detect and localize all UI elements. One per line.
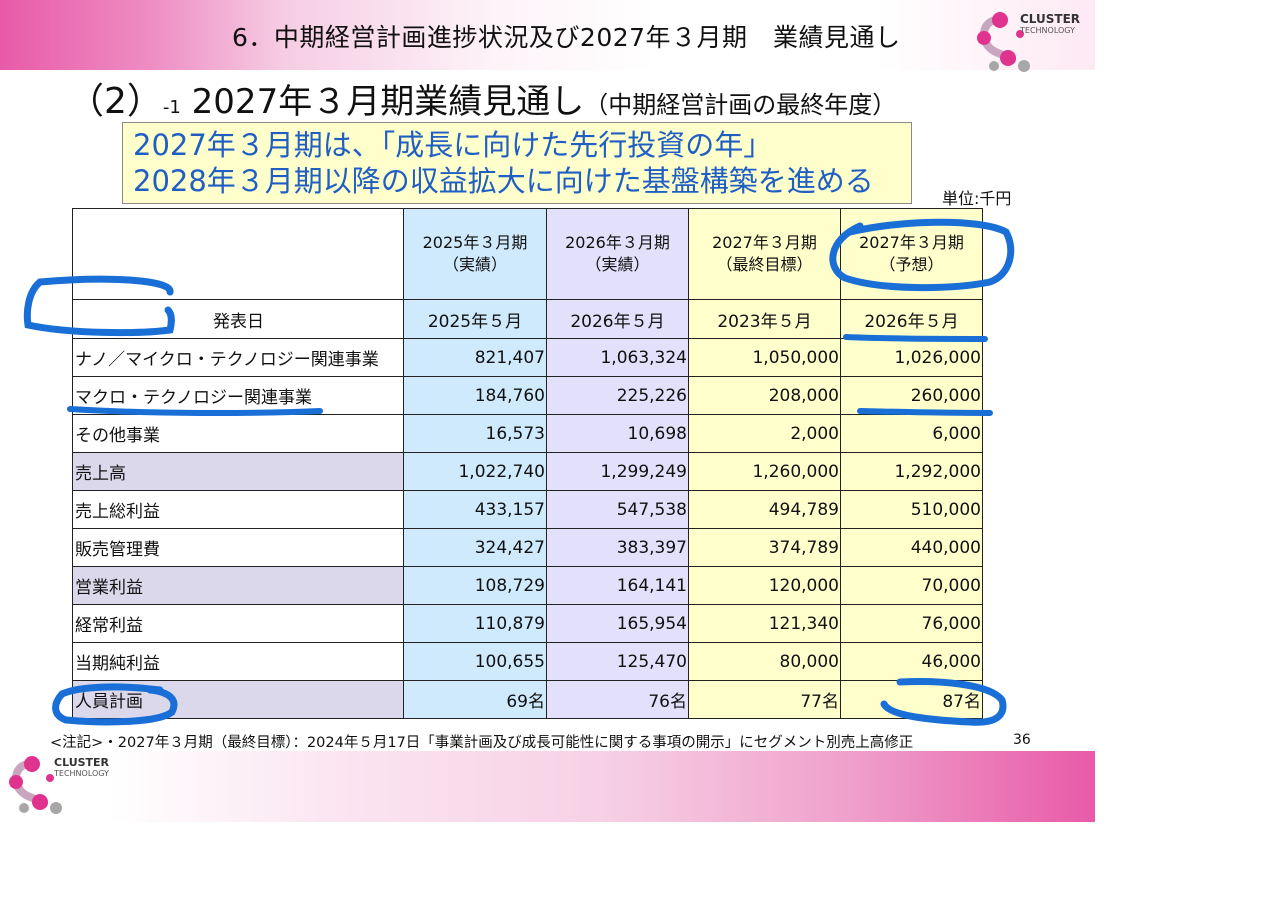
table-cell: 10,698 [546, 414, 689, 453]
table-cell: 1,299,249 [546, 452, 689, 491]
table-cell: 165,954 [546, 604, 689, 643]
table-cell: 76,000 [840, 604, 983, 643]
table-cell: 821,407 [403, 338, 547, 377]
subtitle-sub-number: -1 [162, 97, 181, 118]
table-cell: 100,655 [403, 642, 547, 681]
row-label: 経常利益 [72, 604, 404, 643]
financial-forecast-table: 2025年３月期 （実績） 2026年３月期 （実績） 2027年３月期 （最終目標）… [72, 208, 983, 719]
footer-band [0, 751, 1095, 822]
table-cell: 125,470 [546, 642, 689, 681]
row-label: マクロ・テクノロジー関連事業 [72, 376, 404, 415]
table-cell: 1,292,000 [840, 452, 983, 491]
logo-subtext: TECHNOLOGY [54, 769, 109, 778]
section-subtitle: （2）-1 2027年３月期業績見通し（中期経営計画の最終年度） [68, 72, 896, 124]
table-cell: 184,760 [403, 376, 547, 415]
table-cell: 69名 [403, 680, 547, 719]
table-cell: 324,427 [403, 528, 547, 567]
cluster-molecule-icon [977, 12, 1030, 72]
row-label: 営業利益 [72, 566, 404, 605]
row-label: 売上総利益 [72, 490, 404, 529]
table-cell: 70,000 [840, 566, 983, 605]
table-cell: 46,000 [840, 642, 983, 681]
table-cell: 110,879 [403, 604, 547, 643]
table-cell: 16,573 [403, 414, 547, 453]
cluster-molecule-icon [9, 756, 62, 814]
table-cell: 374,789 [688, 528, 841, 567]
header-empty-cell [72, 208, 404, 300]
table-cell: 2026年５月 [840, 299, 983, 339]
table-cell: 1,050,000 [688, 338, 841, 377]
row-label: 当期純利益 [72, 642, 404, 681]
table-row: 経常利益 110,879 165,954 121,340 76,000 [72, 604, 983, 643]
table-row: 売上高 1,022,740 1,299,249 1,260,000 1,292,… [72, 452, 983, 491]
table-row: 売上総利益 433,157 547,538 494,789 510,000 [72, 490, 983, 529]
table-cell: 120,000 [688, 566, 841, 605]
header-band [0, 0, 1095, 70]
table-cell: 2025年５月 [403, 299, 547, 339]
table-cell: 260,000 [840, 376, 983, 415]
table-cell: 383,397 [546, 528, 689, 567]
highlight-line-1: 2027年３月期は、「成長に向けた先行投資の年」 [133, 128, 773, 162]
table-cell: 77名 [688, 680, 841, 719]
row-label: 人員計画 [72, 680, 404, 719]
logo-top: CLUSTER TECHNOLOGY [972, 8, 1087, 74]
table-row: 販売管理費 324,427 383,397 374,789 440,000 [72, 528, 983, 567]
subtitle-number: （2） [68, 81, 163, 122]
table-cell: 80,000 [688, 642, 841, 681]
footnote: <注記>・2027年３月期（最終目標）：2024年５月17日「事業計画及び成長可… [50, 735, 914, 751]
table-cell: 225,226 [546, 376, 689, 415]
table-cell: 164,141 [546, 566, 689, 605]
unit-label: 単位:千円 [942, 189, 1012, 208]
table-cell: 510,000 [840, 490, 983, 529]
row-label: 売上高 [72, 452, 404, 491]
announcement-date-row: 発表日 2025年５月 2026年５月 2023年５月 2026年５月 [72, 299, 983, 339]
table-row: その他事業 16,573 10,698 2,000 6,000 [72, 414, 983, 453]
column-header: 2025年３月期 （実績） [403, 208, 547, 300]
column-header: 2026年３月期 （実績） [546, 208, 689, 300]
table-cell: 440,000 [840, 528, 983, 567]
logo-wordmark: CLUSTER [54, 756, 110, 769]
logo-bottom: CLUSTER TECHNOLOGY [4, 752, 124, 816]
page-number: 36 [1013, 732, 1031, 748]
column-header: 2027年３月期 （最終目標） [688, 208, 841, 300]
table-row: 営業利益 108,729 164,141 120,000 70,000 [72, 566, 983, 605]
table-row: 人員計画 69名 76名 77名 87名 [72, 680, 983, 719]
table-cell: 1,022,740 [403, 452, 547, 491]
table-header-row: 2025年３月期 （実績） 2026年３月期 （実績） 2027年３月期 （最終目標）… [72, 208, 983, 300]
table-row: マクロ・テクノロジー関連事業 184,760 225,226 208,000 2… [72, 376, 983, 415]
highlight-box: 2027年３月期は、「成長に向けた先行投資の年」 2028年３月期以降の収益拡大… [122, 122, 912, 204]
table-cell: 76名 [546, 680, 689, 719]
row-label: 販売管理費 [72, 528, 404, 567]
logo-subtext: TECHNOLOGY [1020, 26, 1075, 35]
table-cell: 433,157 [403, 490, 547, 529]
table-row: 当期純利益 100,655 125,470 80,000 46,000 [72, 642, 983, 681]
row-label: 発表日 [72, 299, 404, 339]
subtitle-side: （中期経営計画の最終年度） [584, 91, 897, 119]
table-cell: 208,000 [688, 376, 841, 415]
table-cell: 547,538 [546, 490, 689, 529]
table-cell: 494,789 [688, 490, 841, 529]
table-cell: 121,340 [688, 604, 841, 643]
logo-wordmark: CLUSTER [1020, 12, 1081, 26]
table-row: ナノ／マイクロ・テクノロジー関連事業 821,407 1,063,324 1,0… [72, 338, 983, 377]
table-cell: 2026年５月 [546, 299, 689, 339]
table-cell: 1,260,000 [688, 452, 841, 491]
highlight-line-2: 2028年３月期以降の収益拡大に向けた基盤構築を進める [133, 164, 874, 198]
column-header: 2027年３月期 （予想） [840, 208, 983, 300]
table-cell: 1,063,324 [546, 338, 689, 377]
table-cell: 2,000 [688, 414, 841, 453]
page-header-title: 6．中期経営計画進捗状況及び2027年３月期 業績見通し [232, 23, 901, 52]
table-cell: 2023年５月 [688, 299, 841, 339]
table-cell: 6,000 [840, 414, 983, 453]
row-label: その他事業 [72, 414, 404, 453]
table-cell: 87名 [840, 680, 983, 719]
table-cell: 1,026,000 [840, 338, 983, 377]
table-cell: 108,729 [403, 566, 547, 605]
row-label: ナノ／マイクロ・テクノロジー関連事業 [72, 338, 404, 377]
subtitle-main: 2027年３月期業績見通し [180, 82, 585, 122]
